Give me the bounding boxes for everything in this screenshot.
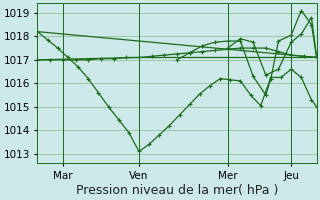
X-axis label: Pression niveau de la mer( hPa ): Pression niveau de la mer( hPa ) bbox=[76, 184, 278, 197]
